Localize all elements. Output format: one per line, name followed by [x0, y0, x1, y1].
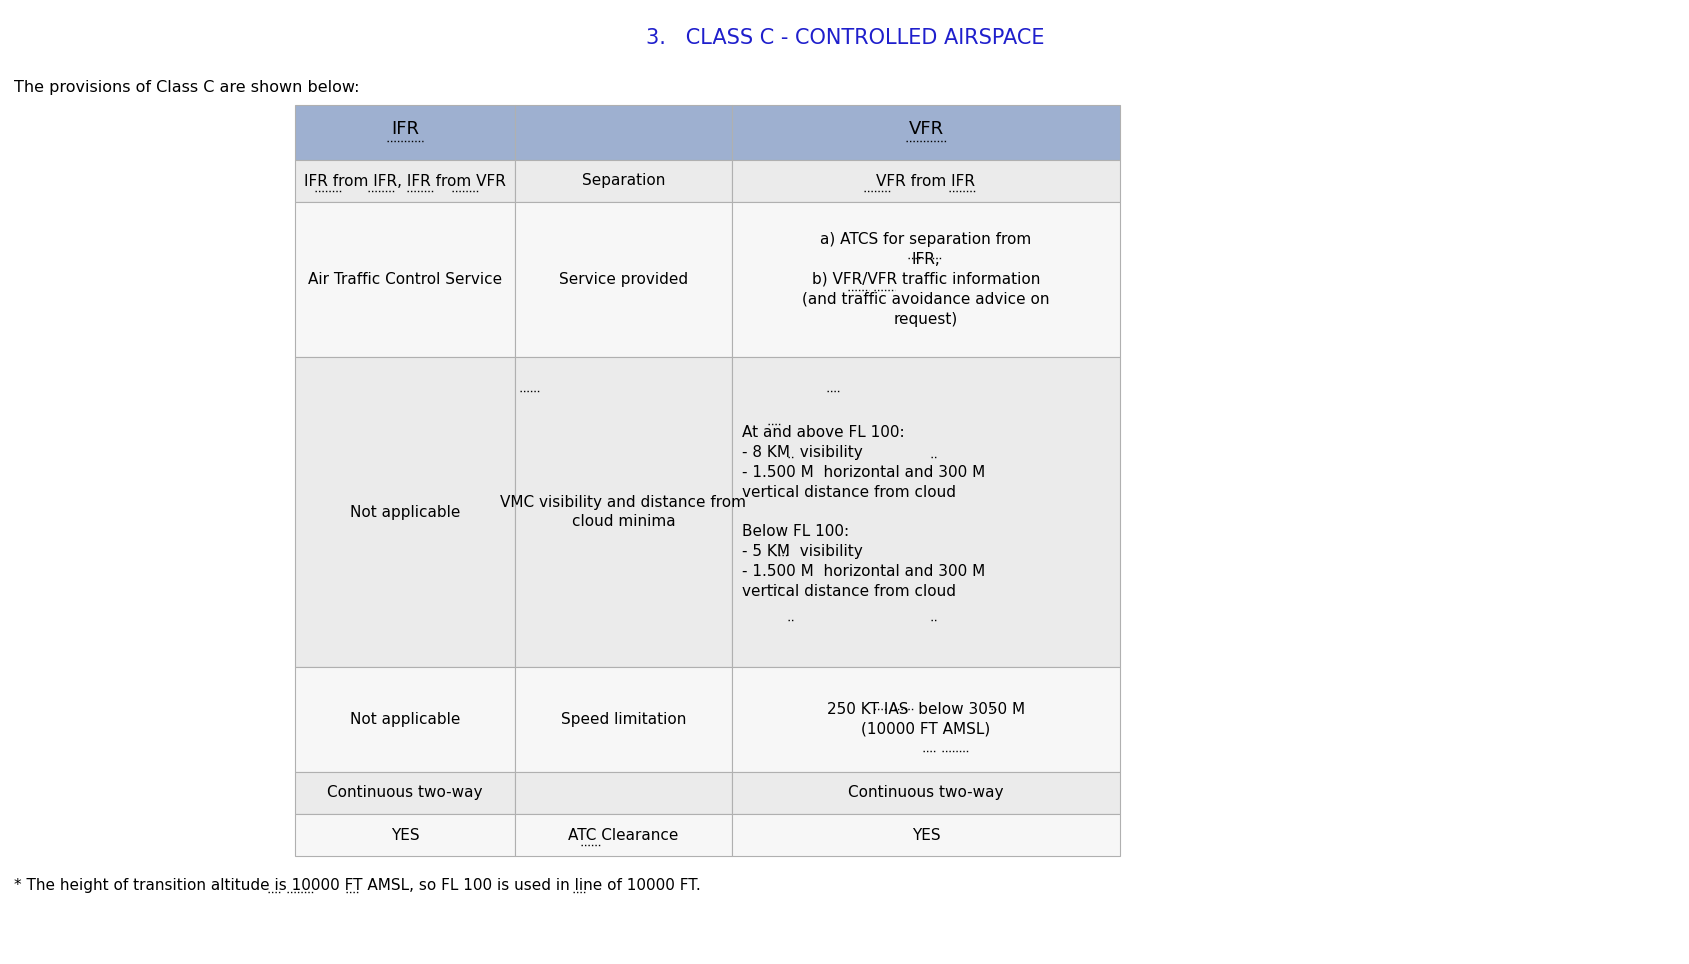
- Text: Not applicable: Not applicable: [350, 712, 459, 727]
- Bar: [515, 814, 731, 856]
- Bar: [731, 772, 1120, 814]
- Bar: [515, 357, 731, 667]
- Bar: [296, 814, 515, 856]
- Text: The provisions of Class C are shown below:: The provisions of Class C are shown belo…: [14, 80, 360, 95]
- Bar: [296, 105, 515, 160]
- Bar: [296, 772, 515, 814]
- Bar: [296, 667, 515, 772]
- Bar: [731, 667, 1120, 772]
- Text: YES: YES: [910, 827, 939, 843]
- Text: YES: YES: [390, 827, 419, 843]
- Text: 250 KT IAS  below 3050 M
(10000 FT AMSL): 250 KT IAS below 3050 M (10000 FT AMSL): [826, 702, 1025, 736]
- Text: VMC visibility and distance from
cloud minima: VMC visibility and distance from cloud m…: [500, 495, 747, 529]
- Text: IFR from IFR, IFR from VFR: IFR from IFR, IFR from VFR: [304, 174, 505, 189]
- Bar: [731, 357, 1120, 667]
- Bar: [515, 202, 731, 357]
- Bar: [296, 357, 515, 667]
- Text: 3.   CLASS C - CONTROLLED AIRSPACE: 3. CLASS C - CONTROLLED AIRSPACE: [645, 28, 1044, 48]
- Text: VFR: VFR: [909, 120, 942, 138]
- Text: At and above FL 100:
- 8 KM  visibility
- 1.500 M  horizontal and 300 M
vertical: At and above FL 100: - 8 KM visibility -…: [741, 425, 985, 599]
- Bar: [296, 160, 515, 202]
- Text: ATC Clearance: ATC Clearance: [568, 827, 679, 843]
- Text: Air Traffic Control Service: Air Traffic Control Service: [307, 272, 502, 287]
- Bar: [515, 772, 731, 814]
- Text: * The height of transition altitude is 10000 FT AMSL, so FL 100 is used in line : * The height of transition altitude is 1…: [14, 878, 701, 893]
- Bar: [515, 160, 731, 202]
- Bar: [731, 814, 1120, 856]
- Bar: [731, 160, 1120, 202]
- Bar: [731, 202, 1120, 357]
- Text: IFR: IFR: [390, 120, 419, 138]
- Text: VFR from IFR: VFR from IFR: [877, 174, 975, 189]
- Text: Service provided: Service provided: [559, 272, 687, 287]
- Text: Continuous two-way: Continuous two-way: [848, 786, 1003, 800]
- Bar: [515, 667, 731, 772]
- Bar: [731, 105, 1120, 160]
- Bar: [296, 202, 515, 357]
- Bar: [515, 105, 731, 160]
- Text: Speed limitation: Speed limitation: [561, 712, 686, 727]
- Text: a) ATCS for separation from
IFR,
b) VFR/VFR traffic information
(and traffic avo: a) ATCS for separation from IFR, b) VFR/…: [802, 232, 1049, 327]
- Text: Continuous two-way: Continuous two-way: [328, 786, 483, 800]
- Text: Not applicable: Not applicable: [350, 504, 459, 520]
- Text: Separation: Separation: [581, 174, 665, 189]
